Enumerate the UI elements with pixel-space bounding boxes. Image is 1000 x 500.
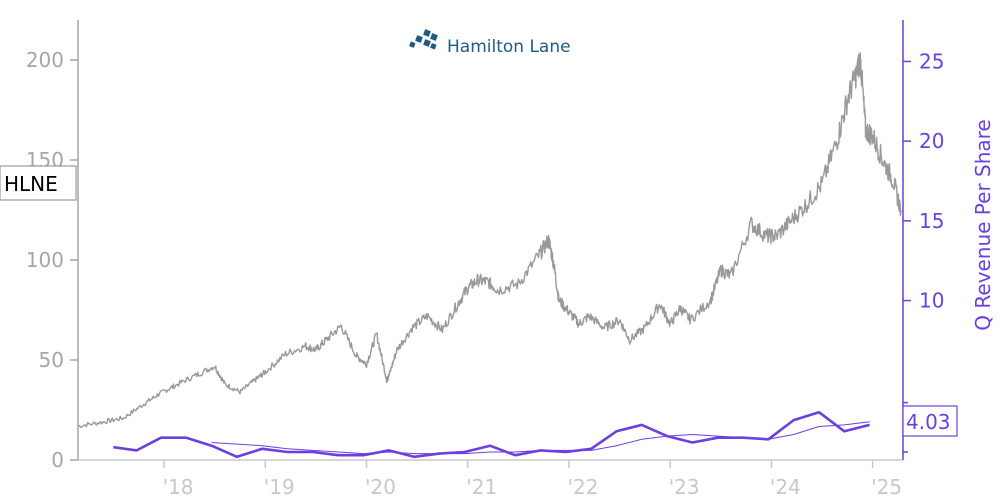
bottom-axis-ticks: '18 '19 '20 '21 '22 '23 '24 '25 [163, 460, 902, 499]
left-tick-label: 100 [26, 248, 64, 272]
hamilton-lane-logo-icon [409, 29, 438, 50]
bottom-tick-label: '22 [567, 475, 598, 499]
left-tick-label: 0 [51, 448, 64, 472]
bottom-tick-label: '20 [365, 475, 396, 499]
ticker-box: HLNE [0, 165, 77, 201]
right-tick-label: 15 [919, 209, 944, 233]
right-tick-label: 25 [919, 49, 944, 73]
bottom-tick-label: '24 [770, 475, 801, 499]
right-tick-label: 10 [919, 289, 944, 313]
ticker-label: HLNE [4, 172, 58, 196]
price-line [77, 52, 902, 429]
logo-text: Hamilton Lane [447, 37, 571, 57]
series-layer [77, 52, 902, 459]
bottom-tick-label: '23 [669, 475, 700, 499]
right-axis-ticks: 10 15 20 25 [903, 49, 944, 453]
axes [77, 20, 904, 461]
last-value-box: 4.03 [902, 405, 958, 437]
right-tick-label: 20 [919, 129, 944, 153]
quarterly-revenue-line [113, 410, 870, 459]
left-tick-label: 200 [26, 48, 64, 72]
last-value-label: 4.03 [906, 410, 951, 434]
bottom-tick-label: '18 [163, 475, 194, 499]
bottom-tick-label: '25 [871, 475, 902, 499]
left-tick-label: 50 [39, 348, 64, 372]
bottom-tick-label: '19 [264, 475, 295, 499]
right-axis-title: Q Revenue Per Share [971, 119, 995, 331]
hamilton-lane-logo: Hamilton Lane [409, 29, 571, 57]
bottom-tick-label: '21 [466, 475, 497, 499]
